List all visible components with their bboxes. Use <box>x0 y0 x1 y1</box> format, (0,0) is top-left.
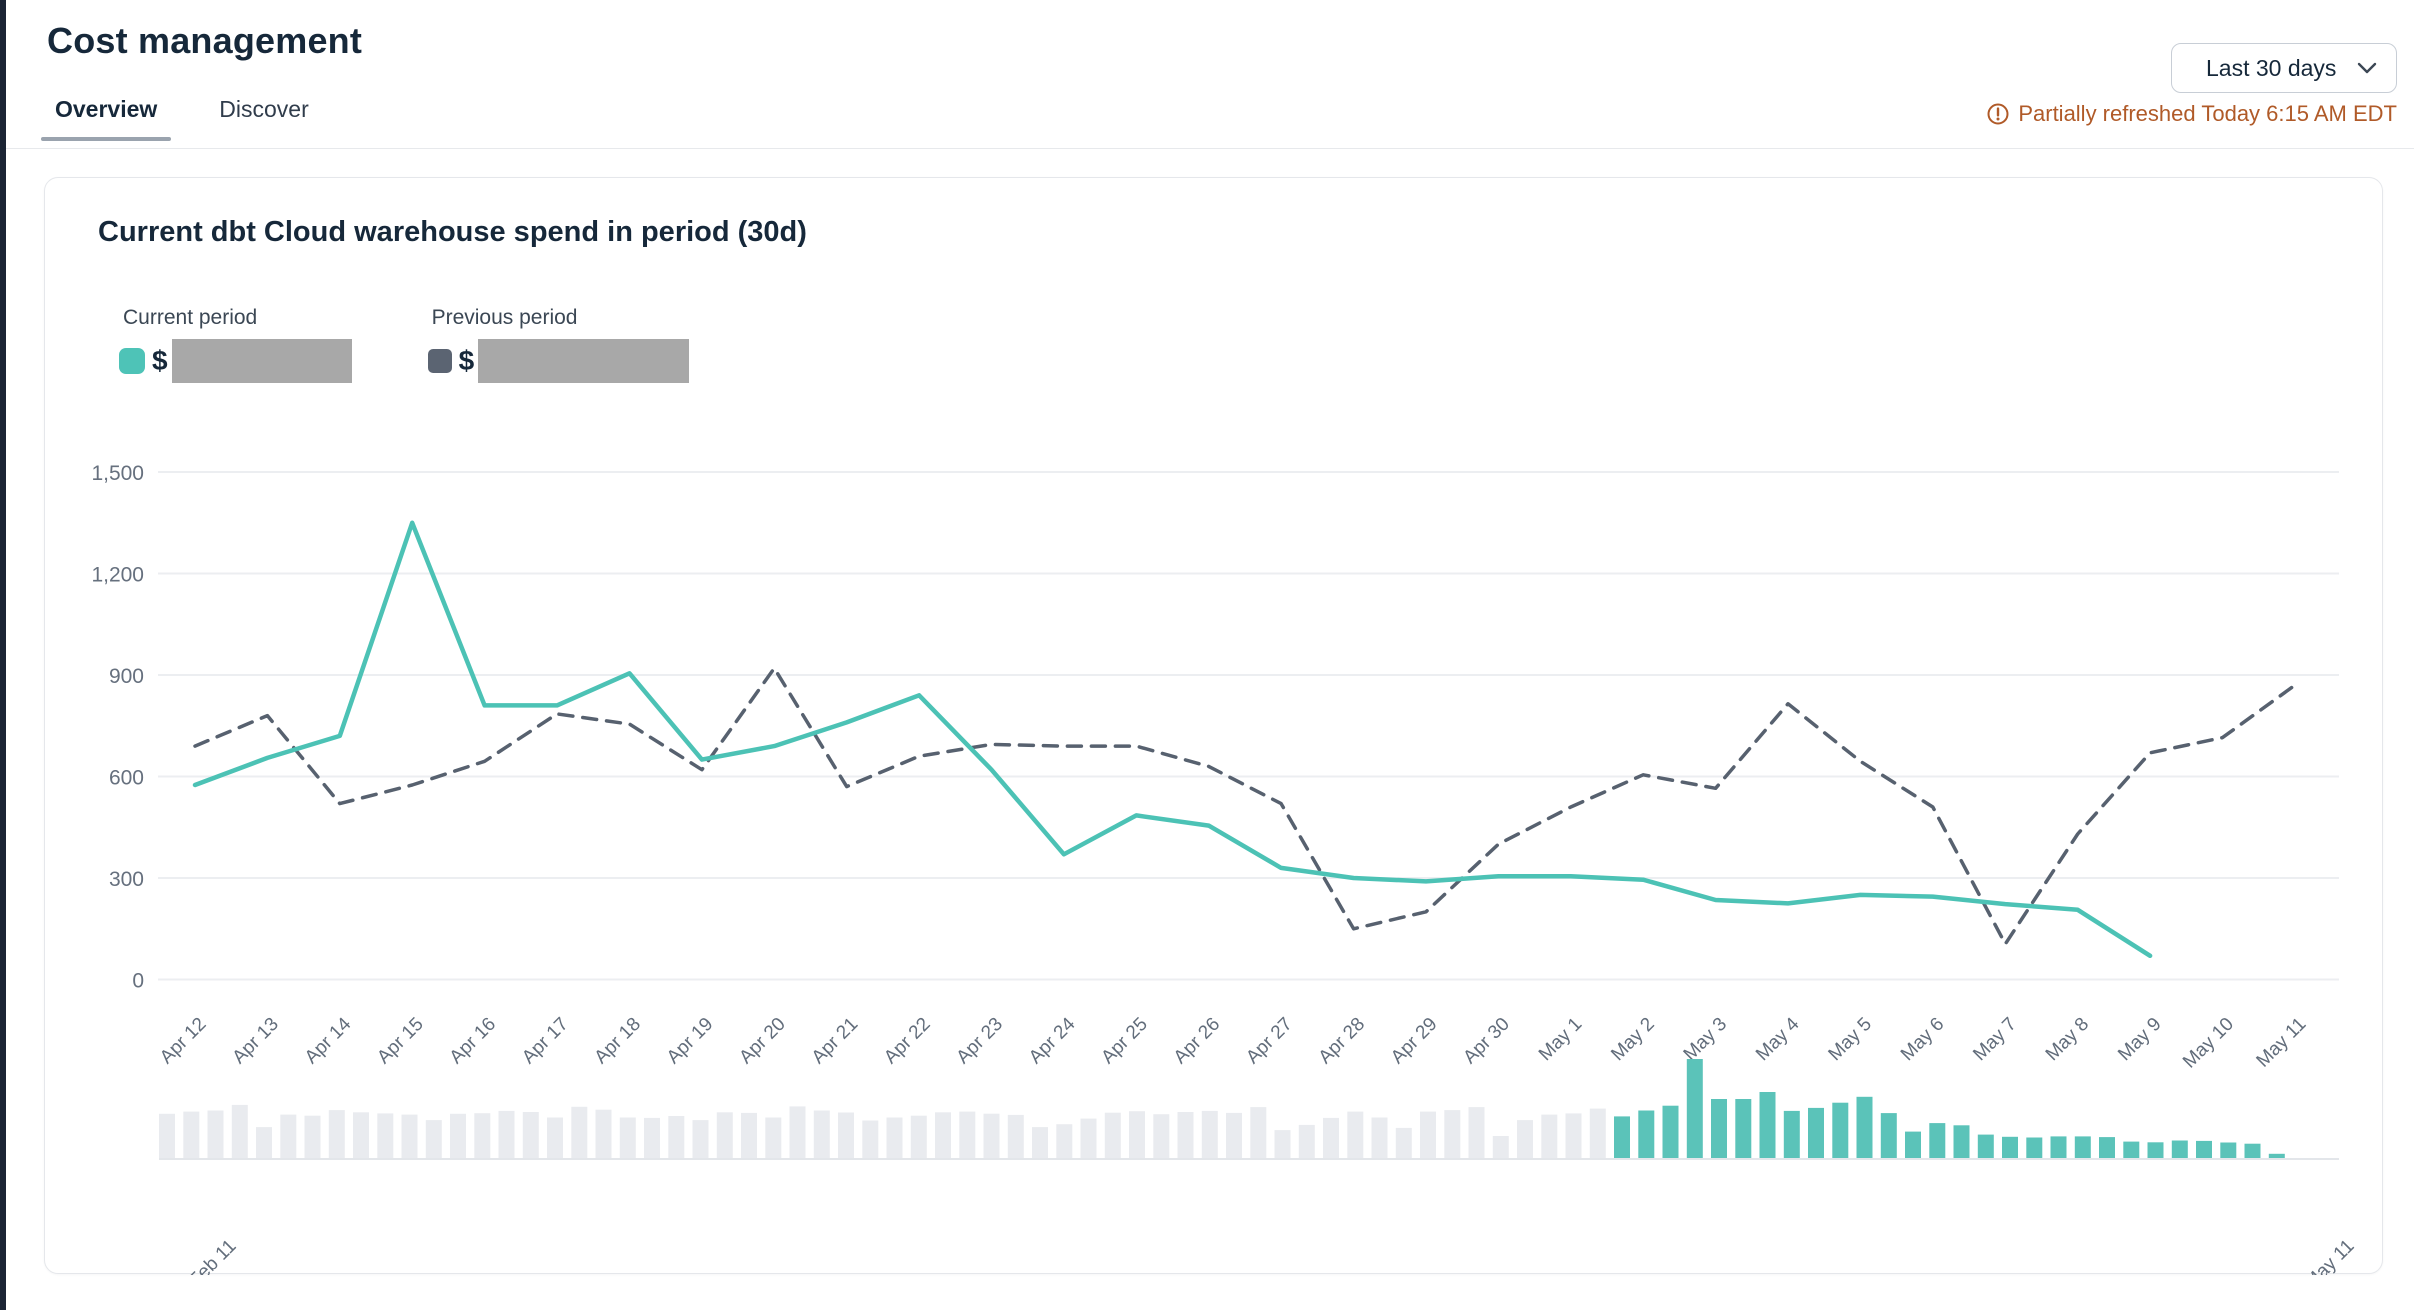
legend-previous-currency: $ <box>458 345 475 376</box>
sidebar-rail <box>0 0 6 1310</box>
svg-text:May 8: May 8 <box>2042 1014 2093 1065</box>
svg-text:Apr 27: Apr 27 <box>1242 1014 1296 1068</box>
svg-text:Apr 16: Apr 16 <box>446 1014 500 1068</box>
svg-text:Apr 30: Apr 30 <box>1459 1014 1513 1068</box>
minimap-end-label: May 11 <box>2301 1236 2359 1275</box>
svg-text:May 4: May 4 <box>1752 1013 1804 1065</box>
svg-text:Apr 26: Apr 26 <box>1170 1014 1224 1068</box>
svg-text:Apr 12: Apr 12 <box>156 1014 210 1068</box>
alert-circle-icon <box>1987 103 2009 125</box>
legend-previous-period: Previous period $ <box>427 306 690 383</box>
svg-text:May 9: May 9 <box>2114 1014 2165 1065</box>
svg-text:May 5: May 5 <box>1825 1014 1876 1065</box>
svg-text:Apr 29: Apr 29 <box>1387 1014 1441 1068</box>
legend-previous-value-redacted <box>478 339 690 383</box>
svg-text:Apr 24: Apr 24 <box>1025 1013 1080 1068</box>
svg-text:Apr 28: Apr 28 <box>1315 1014 1369 1068</box>
svg-text:May 10: May 10 <box>2179 1014 2238 1073</box>
date-range-value: Last 30 days <box>2206 54 2337 81</box>
svg-text:May 2: May 2 <box>1607 1014 1658 1065</box>
svg-text:1,500: 1,500 <box>91 462 144 485</box>
svg-text:May 3: May 3 <box>1680 1014 1731 1065</box>
tab-overview-label: Overview <box>55 96 158 122</box>
legend-current-value-redacted <box>171 339 352 383</box>
minimap-start-label: Feb 11 <box>185 1236 241 1275</box>
refresh-status-text: Partially refreshed Today 6:15 AM EDT <box>2018 101 2397 126</box>
series-line-current-period <box>192 520 2153 959</box>
svg-text:Apr 15: Apr 15 <box>373 1014 427 1068</box>
chevron-down-icon <box>2357 62 2377 74</box>
svg-text:Apr 23: Apr 23 <box>953 1014 1007 1068</box>
header-divider <box>6 148 2414 149</box>
active-tab-underline <box>41 137 172 141</box>
svg-text:May 7: May 7 <box>1969 1014 2020 1065</box>
tab-discover-label: Discover <box>219 96 309 122</box>
x-axis-labels: Apr 12 Apr 13 Apr 14 Apr 15 Apr 16 Apr 17 Apr … <box>156 1013 2310 1072</box>
svg-text:300: 300 <box>109 868 144 891</box>
svg-text:Apr 14: Apr 14 <box>301 1013 356 1068</box>
chart-title: Current dbt Cloud warehouse spend in per… <box>98 216 807 248</box>
svg-text:Apr 19: Apr 19 <box>663 1014 717 1068</box>
svg-text:May 1: May 1 <box>1535 1014 1586 1065</box>
svg-text:0: 0 <box>132 970 144 993</box>
tab-discover[interactable]: Discover <box>211 96 316 141</box>
svg-text:900: 900 <box>109 665 144 688</box>
legend-previous-label: Previous period <box>431 306 578 329</box>
svg-text:Apr 21: Apr 21 <box>808 1014 862 1068</box>
svg-text:Apr 20: Apr 20 <box>735 1014 789 1068</box>
svg-text:Apr 13: Apr 13 <box>229 1014 283 1068</box>
refresh-status: Partially refreshed Today 6:15 AM EDT <box>1986 101 2397 127</box>
svg-text:Apr 22: Apr 22 <box>880 1014 934 1068</box>
date-range-dropdown[interactable]: Last 30 days <box>2171 43 2397 93</box>
spend-chart-card: Current dbt Cloud warehouse spend in per… <box>44 177 2384 1275</box>
legend-current-label: Current period <box>123 306 258 329</box>
svg-text:1,200: 1,200 <box>91 564 144 587</box>
grid-and-axes: 0 300 600 900 1,200 1,500 <box>91 462 2339 993</box>
svg-text:Apr 17: Apr 17 <box>518 1014 572 1068</box>
legend-current-currency: $ <box>152 345 168 376</box>
legend-current-period: Current period $ <box>119 306 352 383</box>
svg-text:Apr 25: Apr 25 <box>1097 1014 1151 1068</box>
legend-previous-swatch <box>427 349 452 373</box>
minimap-brush[interactable]: Feb 11 May 11 <box>159 1059 2359 1275</box>
page-title: Cost management <box>47 20 363 61</box>
series-line-previous-period <box>193 666 2297 946</box>
svg-text:May 6: May 6 <box>1897 1014 1948 1065</box>
tab-bar: Overview Discover <box>41 96 317 141</box>
svg-text:May 11: May 11 <box>2253 1014 2311 1072</box>
legend-current-swatch <box>119 348 145 374</box>
chart-legend: Current period $ Previous period $ <box>119 306 690 383</box>
svg-text:600: 600 <box>109 767 144 790</box>
tab-overview[interactable]: Overview <box>41 96 172 141</box>
svg-text:Apr 18: Apr 18 <box>591 1014 645 1068</box>
